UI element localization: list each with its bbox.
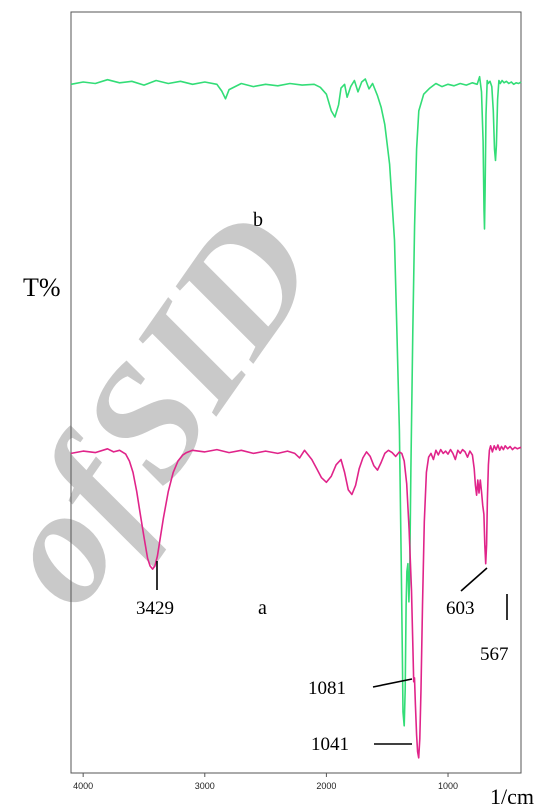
plot-frame [70, 11, 522, 774]
annotation-leader-603 [460, 567, 488, 592]
annotation-603: 603 [446, 598, 475, 619]
annotation-567: 567 [480, 644, 509, 665]
series-line-b [70, 75, 522, 727]
y-axis-label: T% [23, 273, 61, 302]
series-layer [70, 75, 522, 759]
annotation-layer [156, 561, 508, 745]
series-label-b: b [253, 209, 263, 231]
annotation-1081: 1081 [308, 678, 346, 699]
x-tick-label-4000: 4000 [73, 781, 93, 791]
x-axis-ticks: 4000 3000 2000 1000 [73, 773, 458, 791]
series-line-a [70, 444, 522, 759]
annotation-leader-1081 [372, 678, 413, 688]
annotation-3429: 3429 [136, 598, 174, 619]
series-label-a: a [258, 597, 267, 619]
annotation-1041: 1041 [311, 734, 349, 755]
watermark: ofSID [0, 181, 352, 635]
x-tick-label-1000: 1000 [438, 781, 458, 791]
x-tick-label-3000: 3000 [195, 781, 215, 791]
x-axis-label: 1/cm [490, 784, 534, 809]
x-tick-label-2000: 2000 [316, 781, 336, 791]
